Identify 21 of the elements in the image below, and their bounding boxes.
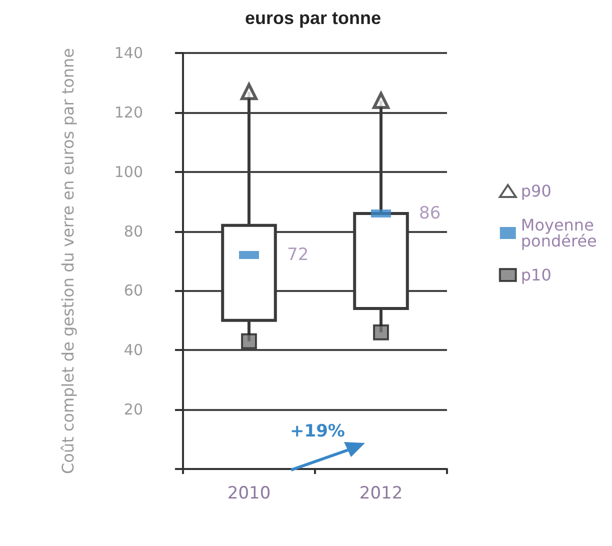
y-tick-label: 100 (114, 162, 143, 181)
legend-label: p90 (520, 182, 552, 200)
data-label: 86 (419, 203, 441, 224)
data-label: 72 (287, 245, 309, 266)
legend-label: Moyenne pondérée (520, 216, 600, 250)
point (241, 333, 257, 350)
y-tick-label: 20 (124, 400, 143, 419)
legend-label: p10 (520, 266, 552, 284)
chart-title: euros par tonne (244, 8, 382, 28)
y-tick-label: 80 (124, 222, 143, 240)
point (373, 324, 389, 340)
x-tick-label: 2010 (227, 484, 271, 504)
y-tick-label: 40 (124, 341, 143, 360)
y-tick-label: 60 (124, 282, 143, 300)
y-axis-title: Coût complet de gestion du verre en euros par tonne (58, 48, 78, 474)
annotation: +19% (290, 422, 345, 442)
x-tick-label: 2012 (359, 484, 403, 504)
point (240, 83, 258, 100)
y-tick-label: 120 (114, 103, 143, 122)
y-tick-label: 140 (114, 44, 143, 62)
point (372, 92, 390, 110)
